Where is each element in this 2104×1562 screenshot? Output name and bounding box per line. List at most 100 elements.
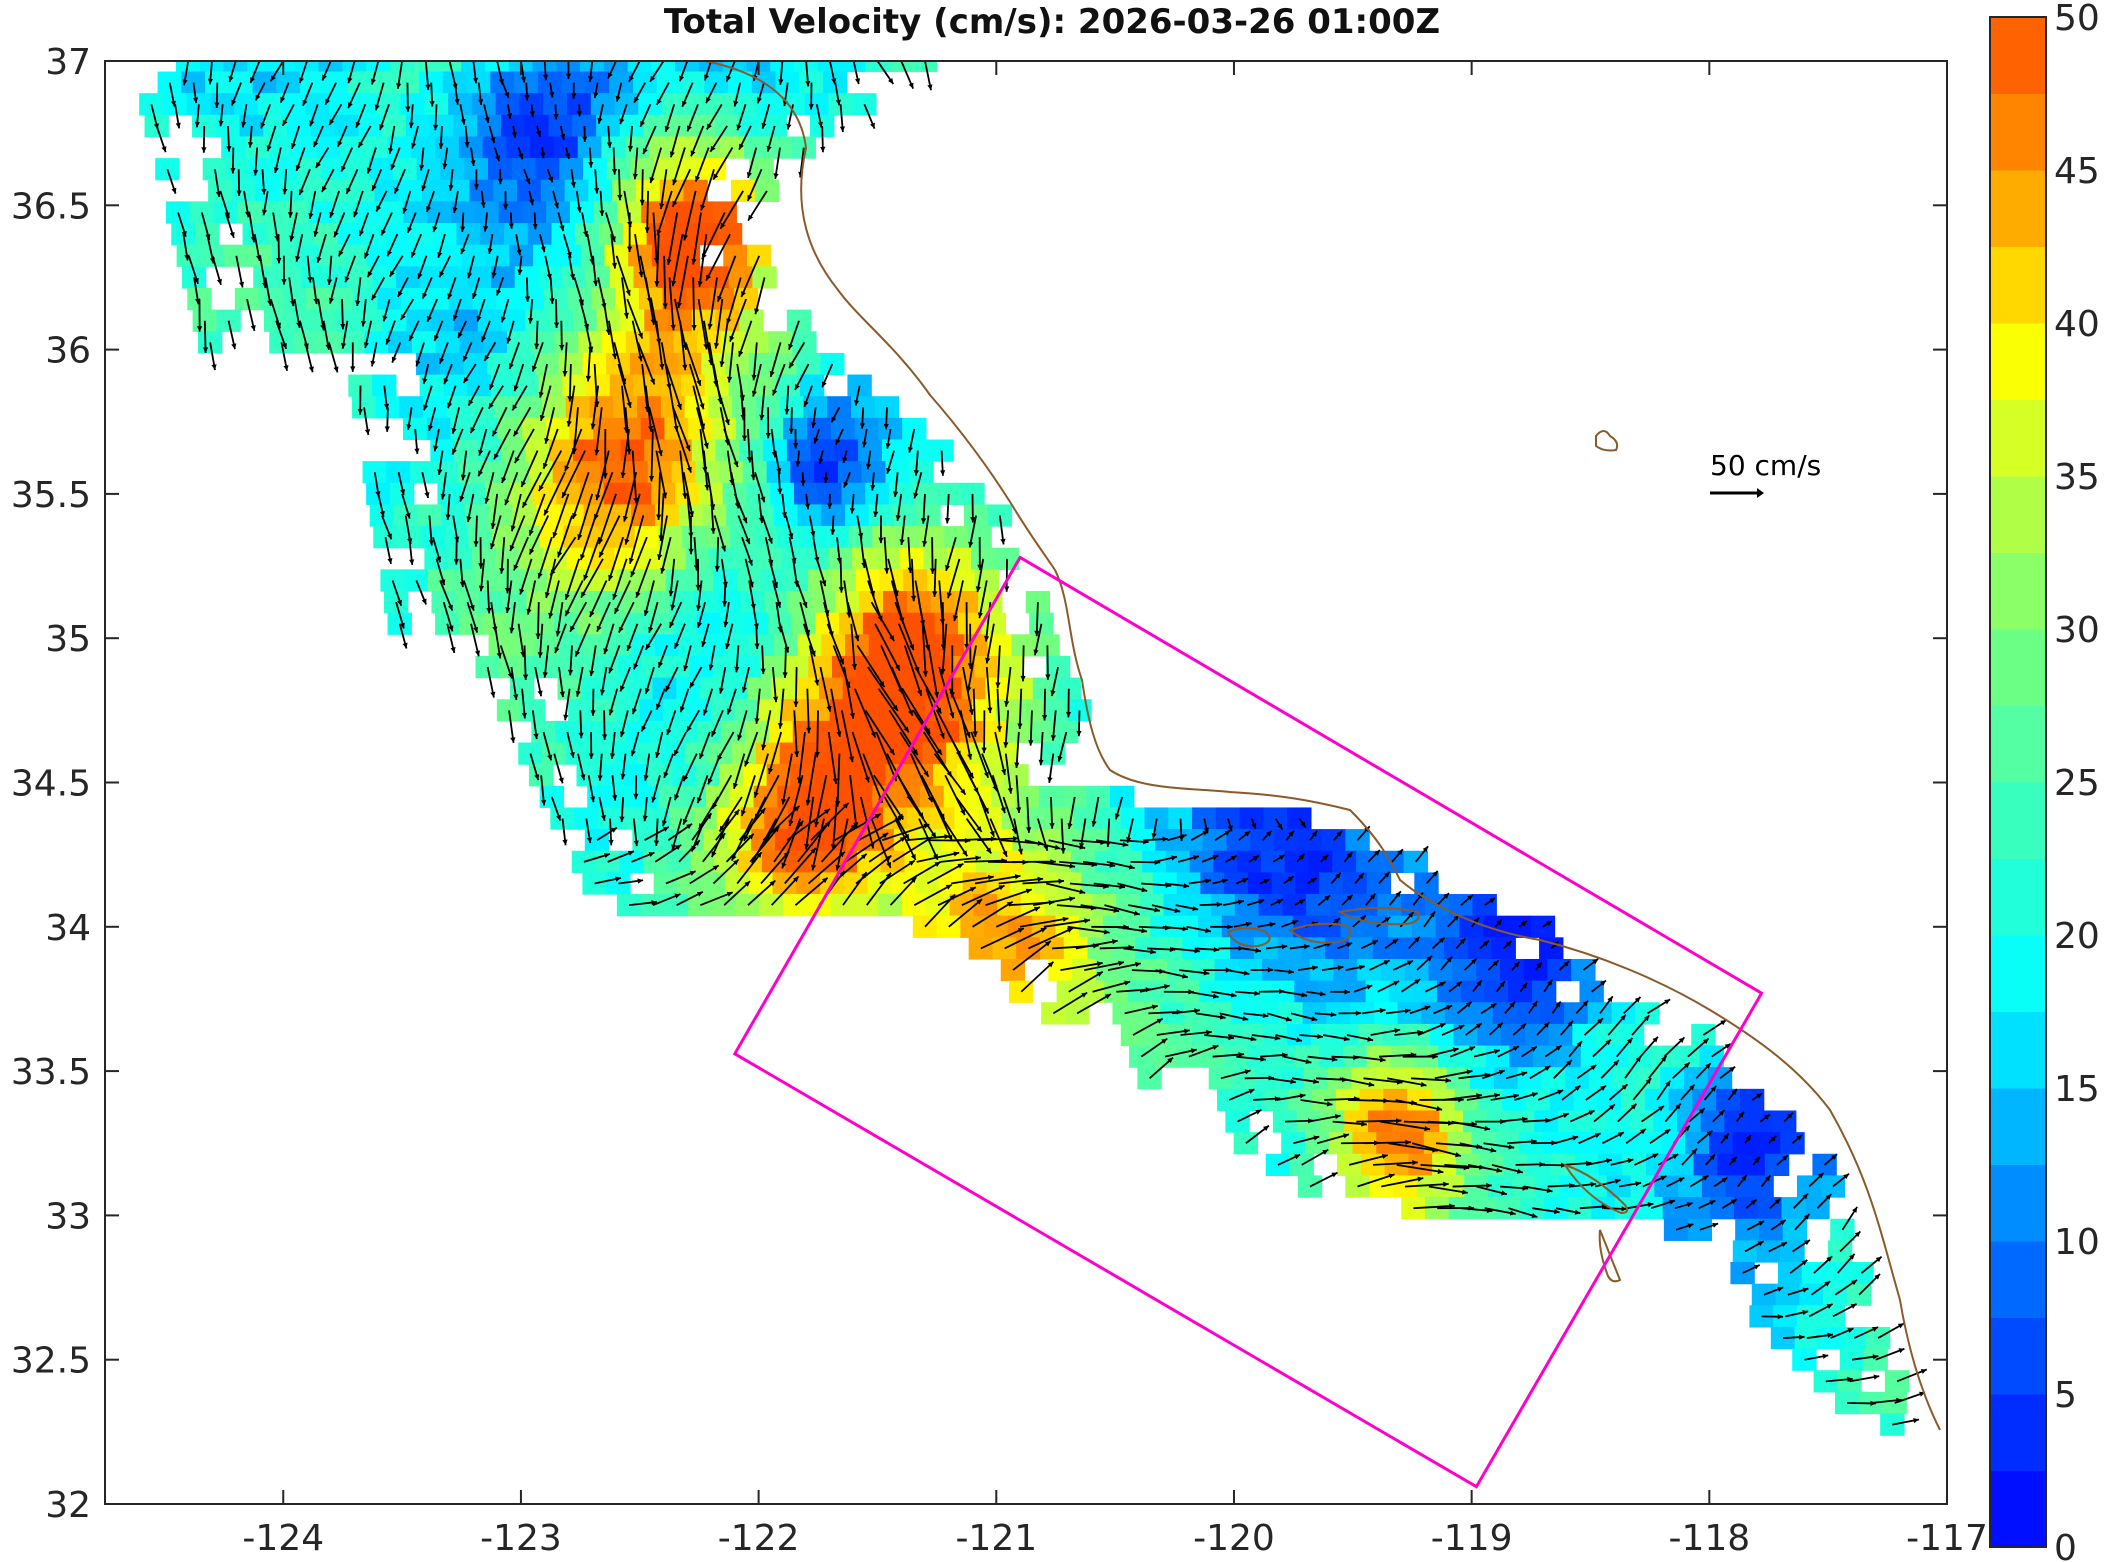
velocity-arrow [873, 774, 904, 820]
velocity-arrow [621, 277, 628, 319]
velocity-arrowhead [892, 704, 898, 711]
velocity-arrowhead [484, 497, 490, 504]
velocity-arrowhead [1190, 1048, 1197, 1054]
velocity-arrowhead [767, 537, 773, 544]
velocity-arrowhead [888, 78, 894, 84]
velocity-arrow [747, 190, 768, 222]
velocity-arrowhead [612, 795, 618, 801]
velocity-arrow [708, 277, 718, 330]
velocity-arrowhead [490, 137, 496, 144]
x-tick-label: -121 [955, 1518, 1037, 1559]
velocity-arrowhead [654, 281, 660, 287]
velocity-arrowhead [628, 557, 634, 564]
velocity-arrowhead [1521, 982, 1528, 989]
velocity-cell [1777, 1261, 1803, 1285]
x-tick-label: -122 [718, 1518, 800, 1559]
velocity-arrowhead [962, 850, 968, 857]
velocity-arrow [702, 832, 726, 863]
velocity-arrow [259, 255, 267, 289]
velocity-cell [575, 223, 600, 246]
velocity-arrowhead [1847, 1376, 1853, 1382]
velocity-arrowhead [510, 737, 516, 743]
velocity-arrowhead [1000, 807, 1006, 814]
velocity-arrow [866, 872, 892, 906]
velocity-arrow [945, 536, 957, 572]
colorbar-tick-label: 50 [2054, 0, 2100, 39]
velocity-arrowhead [595, 494, 601, 501]
velocity-arrow [665, 363, 682, 410]
velocity-cell [678, 634, 704, 657]
velocity-arrow [772, 363, 786, 396]
velocity-arrowhead [226, 146, 232, 152]
velocity-cell [588, 179, 613, 202]
velocity-arrowhead [1684, 1125, 1690, 1132]
velocity-arrowhead [1698, 1108, 1705, 1114]
velocity-arrow [933, 558, 937, 597]
velocity-cell [1239, 807, 1264, 830]
velocity-cell [698, 61, 724, 73]
velocity-arrow [903, 861, 941, 885]
velocity-arrowhead [683, 665, 689, 672]
velocity-cell [687, 699, 712, 722]
velocity-arrow [797, 731, 806, 784]
velocity-arrow [716, 537, 720, 572]
velocity-arrow [728, 342, 734, 383]
velocity-arrow [903, 645, 923, 697]
velocity-arrowhead [447, 402, 453, 409]
velocity-arrowhead [1395, 1118, 1402, 1124]
colorbar-level [1990, 1011, 2046, 1089]
velocity-arrowhead [298, 77, 304, 84]
velocity-arrow [543, 471, 566, 516]
velocity-arrow [512, 406, 532, 437]
velocity-arrowhead [1627, 1158, 1634, 1164]
velocity-arrowhead [1069, 863, 1076, 869]
velocity-arrowhead [1613, 1060, 1619, 1066]
velocity-arrowhead [975, 586, 981, 593]
velocity-arrowhead [753, 791, 759, 798]
velocity-cell [647, 764, 673, 787]
velocity-arrowhead [315, 161, 321, 168]
velocity-arrowhead [587, 76, 594, 82]
velocity-arrowhead [1601, 1204, 1608, 1210]
velocity-arrow [700, 891, 734, 906]
velocity-arrowhead [864, 776, 870, 783]
velocity-arrowhead [821, 381, 827, 388]
velocity-arrowhead [1330, 1011, 1337, 1018]
velocity-arrowhead [710, 145, 716, 152]
velocity-arrowhead [741, 686, 747, 693]
velocity-arrowhead [651, 899, 657, 906]
velocity-arrowhead [513, 430, 519, 437]
velocity-arrow [843, 580, 851, 618]
velocity-arrowhead [732, 782, 738, 789]
velocity-cell [1217, 1088, 1242, 1112]
velocity-arrowhead [337, 140, 343, 147]
velocity-arrowhead [542, 462, 548, 469]
velocity-arrow [914, 666, 942, 714]
velocity-arrowhead [442, 163, 448, 170]
velocity-arrowhead [744, 760, 750, 767]
velocity-cell [1710, 1197, 1735, 1220]
velocity-arrow [976, 558, 985, 593]
velocity-arrowhead [1104, 994, 1111, 1000]
velocity-arrowhead [1496, 1167, 1503, 1173]
velocity-arrow [918, 601, 930, 651]
colorbar-tick-label: 35 [2054, 457, 2100, 498]
velocity-arrowhead [620, 773, 626, 780]
velocity-arrowhead [1531, 1212, 1538, 1218]
velocity-arrowhead [739, 143, 744, 150]
velocity-arrowhead [1118, 960, 1125, 966]
velocity-arrow [1092, 980, 1131, 993]
velocity-cell [988, 829, 1014, 852]
velocity-arrow [1459, 1142, 1497, 1153]
velocity-arrowhead [1553, 1208, 1560, 1215]
velocity-arrowhead [1658, 1106, 1664, 1112]
velocity-arrowhead [917, 689, 923, 696]
velocity-arrowhead [746, 171, 752, 178]
velocity-arrowhead [544, 592, 550, 599]
velocity-arrowhead [1384, 916, 1391, 923]
velocity-arrowhead [609, 753, 616, 759]
velocity-arrowhead [1119, 884, 1125, 890]
velocity-arrowhead [976, 825, 982, 832]
velocity-arrowhead [633, 793, 639, 800]
velocity-arrowhead [409, 335, 414, 342]
